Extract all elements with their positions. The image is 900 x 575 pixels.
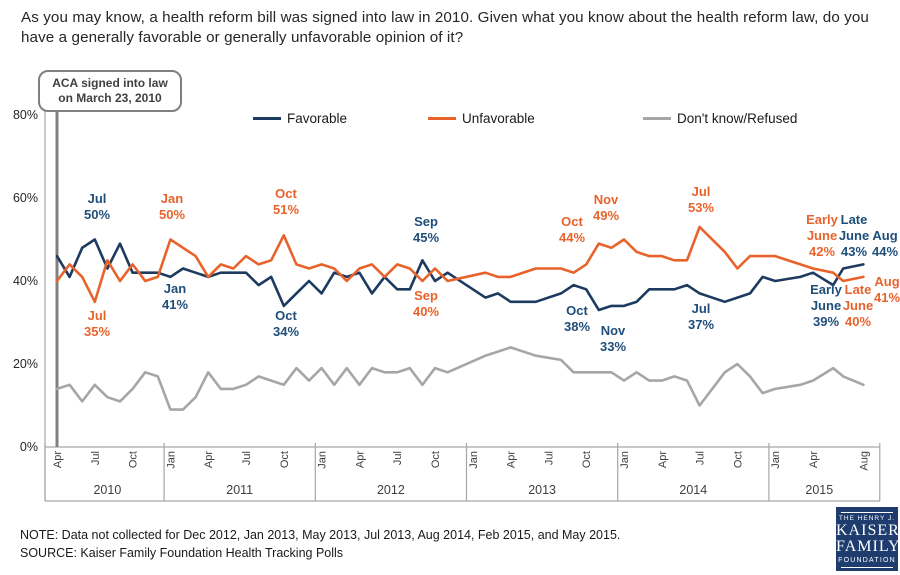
aca-callout-line1: ACA signed into law (52, 76, 168, 90)
unfavorable-line-swatch-icon (428, 116, 456, 120)
kaiser-family-foundation-logo: THE HENRY J. KAISER FAMILY FOUNDATION (836, 507, 900, 571)
logo-family: FAMILY (836, 538, 900, 555)
svg-text:2010: 2010 (93, 483, 121, 497)
svg-text:Jan: Jan (468, 451, 480, 469)
svg-text:2011: 2011 (226, 483, 253, 497)
svg-text:60%: 60% (13, 191, 38, 205)
survey-question-title: As you may know, a health reform bill wa… (21, 9, 869, 47)
aca-signed-callout: ACA signed into law on March 23, 2010 (38, 70, 182, 112)
svg-text:Apr: Apr (52, 451, 64, 468)
logo-top-rule (841, 512, 893, 513)
year-labels: 2010 2011 2012 2013 2014 2015 (93, 483, 833, 497)
chart-footnotes: NOTE: Data not collected for Dec 2012, J… (20, 526, 620, 562)
svg-text:Jul: Jul (543, 451, 555, 465)
svg-text:0%: 0% (20, 440, 38, 454)
svg-text:2013: 2013 (528, 483, 556, 497)
axes (44, 90, 881, 502)
series-lines (55, 225, 865, 411)
svg-text:Jul: Jul (392, 451, 404, 465)
logo-bottom-rule (841, 567, 893, 568)
svg-text:20%: 20% (13, 357, 38, 371)
legend-label-dontknow: Don't know/Refused (677, 110, 798, 126)
dontknow-line-swatch-icon (643, 116, 671, 120)
note-text: NOTE: Data not collected for Dec 2012, J… (20, 528, 621, 542)
svg-text:Oct: Oct (430, 451, 442, 468)
svg-text:Apr: Apr (354, 451, 366, 468)
favorable-line-swatch-icon (253, 116, 281, 120)
svg-text:2014: 2014 (679, 483, 707, 497)
legend-item-unfavorable: Unfavorable (428, 109, 535, 127)
svg-text:Jan: Jan (770, 451, 782, 469)
svg-text:Apr: Apr (657, 451, 669, 468)
svg-text:Jan: Jan (619, 451, 631, 469)
legend-item-favorable: Favorable (253, 109, 347, 127)
svg-text:Oct: Oct (279, 451, 291, 468)
aca-callout-line2: on March 23, 2010 (58, 91, 162, 105)
svg-text:Jul: Jul (90, 451, 102, 465)
svg-text:Jul: Jul (241, 451, 253, 465)
x-axis-labels: Apr Jul Oct Jan Apr Jul Oct Jan Apr Jul Oct Jan Apr J… (52, 451, 870, 471)
svg-text:80%: 80% (13, 108, 38, 122)
series-line-2 (55, 346, 865, 411)
svg-text:Apr: Apr (506, 451, 518, 468)
source-text: SOURCE: Kaiser Family Foundation Health … (20, 546, 344, 561)
svg-text:Jan: Jan (317, 451, 329, 469)
svg-text:2015: 2015 (805, 483, 833, 497)
svg-text:Apr: Apr (808, 451, 820, 468)
logo-foundation: FOUNDATION (838, 557, 896, 564)
chart-legend: Favorable Unfavorable Don't know/Refused (0, 109, 900, 127)
svg-text:Jul: Jul (695, 451, 707, 465)
y-axis-labels: 80% 60% 40% 20% 0% (13, 108, 38, 454)
svg-text:Apr: Apr (203, 451, 215, 468)
point-annotations: Jul 50% Jul 35% Jan 50% Jan 41% Oct 51% Oct 34% Sep 4… (84, 184, 900, 354)
logo-kaiser: KAISER (836, 522, 900, 539)
legend-label-favorable: Favorable (287, 110, 348, 126)
svg-text:40%: 40% (13, 274, 38, 288)
svg-text:Jan: Jan (165, 451, 177, 469)
legend-label-unfavorable: Unfavorable (462, 110, 535, 126)
svg-text:2012: 2012 (377, 483, 405, 497)
svg-text:Oct: Oct (581, 451, 593, 468)
legend-item-dontknow: Don't know/Refused (643, 109, 797, 127)
svg-text:Oct: Oct (128, 451, 140, 468)
svg-text:Aug: Aug (858, 451, 870, 471)
svg-text:Oct: Oct (732, 451, 744, 468)
series-line-1 (55, 225, 865, 304)
logo-the-henry-j: THE HENRY J. (838, 515, 896, 522)
